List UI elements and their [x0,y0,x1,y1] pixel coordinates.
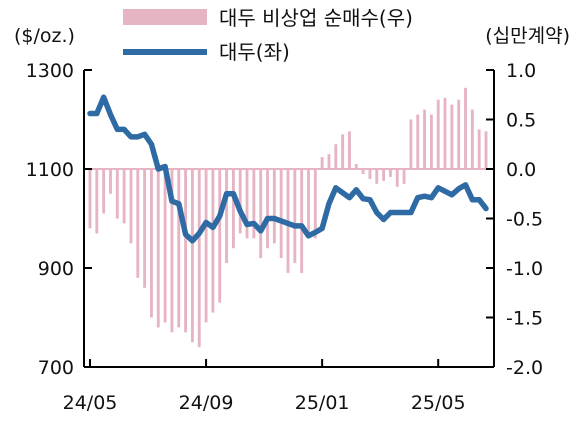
bar-38 [348,131,351,169]
right-tick-label: -0.5 [506,209,543,231]
bar-37 [341,134,345,169]
bar-32 [307,169,310,239]
bar-51 [436,99,440,169]
right-tick-label: 1.0 [506,60,536,82]
right-tick-label: -1.5 [506,308,543,330]
left-tick-label: 900 [38,258,74,280]
bar-27 [272,169,276,244]
bar-39 [354,164,358,169]
bar-49 [423,109,426,169]
bar-45 [395,169,399,187]
bar-13 [177,169,181,328]
bar-23 [245,169,249,239]
bar-15 [190,169,194,343]
legend-bar-label: 대두 비상업 순매수(우) [219,6,413,30]
right-tick-label: 0.5 [506,110,536,132]
bar-58 [484,131,488,169]
right-tick-label: 0.0 [506,159,536,181]
bar-28 [279,169,283,259]
bar-41 [368,169,372,179]
bar-11 [163,169,167,323]
bar-1 [95,169,99,234]
bar-33 [313,169,317,239]
bar-53 [450,104,454,169]
price-line [87,94,489,244]
bar-14 [184,169,188,333]
left-tick-label: 1100 [26,159,74,181]
x-tick-label: 25/01 [295,392,350,414]
bar-57 [477,129,481,169]
x-tick-label: 24/05 [63,392,118,414]
bar-6 [129,169,133,244]
right-tick-label: -1.0 [506,258,543,280]
legend-bar-swatch [123,9,207,25]
x-tick-label: 25/05 [411,392,466,414]
axes [83,69,495,368]
right-axis-unit: (십만계약) [485,25,570,47]
bar-36 [334,144,338,169]
bar-17 [204,169,208,323]
bar-30 [293,169,297,264]
bar-22 [238,169,242,234]
bar-10 [156,169,160,328]
line-series [87,94,489,244]
bar-46 [402,169,406,184]
bar-56 [470,109,474,169]
bar-34 [320,157,324,169]
right-tick-label: -2.0 [506,357,543,379]
bar-2 [102,169,106,214]
bar-44 [388,169,392,177]
bar-19 [218,169,222,303]
bar-24 [252,169,256,239]
bar-26 [266,169,269,249]
bar-25 [259,169,263,259]
tick-labels: 1300 1100 900 700 1.0 0.5 0.0 -0.5 -1.0 -1.5 -2.0 2… [26,60,543,414]
bar-series [88,87,488,348]
left-tick-label: 700 [38,357,74,379]
bar-48 [416,114,420,169]
bar-35 [327,154,331,169]
bar-43 [382,169,386,181]
bar-7 [136,169,140,278]
bar-4 [115,169,119,219]
bar-5 [122,169,126,224]
bar-47 [409,119,413,169]
legend-line-label: 대두(좌) [219,40,290,64]
bar-50 [429,114,433,169]
bar-52 [443,97,447,169]
bar-42 [375,169,379,184]
bar-55 [464,87,467,169]
bar-8 [143,169,147,288]
x-tick-label: 24/09 [179,392,234,414]
left-tick-label: 1300 [26,60,74,82]
bar-16 [197,169,201,348]
bar-54 [457,99,461,169]
bar-3 [109,169,112,194]
bar-20 [225,169,228,264]
bar-18 [211,169,215,313]
bar-12 [170,169,174,333]
bar-21 [231,169,235,249]
left-axis-unit: ($/oz.) [14,25,75,47]
bar-9 [150,169,153,318]
bar-31 [300,169,304,273]
bar-0 [88,169,92,229]
bar-40 [361,169,365,174]
